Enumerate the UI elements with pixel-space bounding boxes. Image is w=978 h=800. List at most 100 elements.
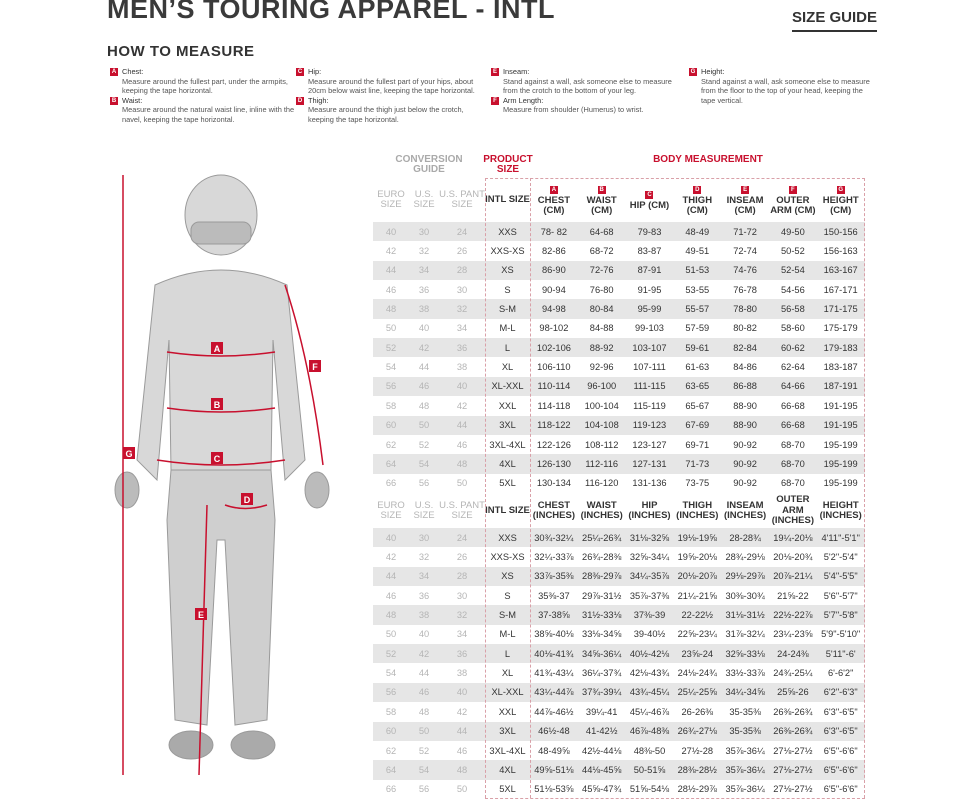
cell-cm: 104-108 [584,420,619,431]
cell-inches: 25¼-25⅝ [677,687,717,698]
cell-cm: 88-90 [733,400,757,411]
cell-intl-size: XL [501,362,514,373]
cell-inches: 41¾-43¼ [534,668,574,679]
cell-cm: 112-116 [585,458,619,469]
marker-e [195,608,207,620]
cell-inches: 41-42½ [585,726,618,737]
cell-inches: 24¾-25¼ [773,668,813,679]
letter-badge: B [597,185,606,194]
header-label: WAIST (CM) [586,194,617,216]
measure-name: Waist: [122,95,143,105]
header-in-6: HEIGHT (INCHES) [817,500,865,522]
cell-cm: 83-87 [637,246,662,257]
cell-cm: 99-103 [635,323,664,334]
table-row: 52 42 36 L 102-106 88-92 103-107 59-61 82-84 60-6… [373,338,865,358]
svg-text:F: F [312,362,318,372]
product-size-heading: PRODUCT SIZE [483,154,533,175]
badge-a: A [110,68,118,76]
cell-intl-size: 5XL [499,478,516,489]
cell-us_pant: 32 [456,304,468,315]
header-label: CHEST (INCHES) [532,499,576,521]
cell-cm: 115-119 [633,400,666,411]
divider [485,178,486,798]
measure-name: Height: [701,67,725,76]
measure-name: Arm Length: [503,95,544,105]
cell-inches: 19¼-20⅛ [773,532,813,543]
header-cm-3: D THIGH (CM) [673,184,721,217]
cell-us: 36 [418,590,430,601]
cell-inches: 27⅛-27½ [773,745,813,756]
cell-cm: 102-106 [536,342,571,353]
table-row: 54 44 38 XL 106-110 92-96 107-111 61-63 84-86 62-… [373,357,865,376]
cell-cm: 78- 82 [540,226,568,237]
cell-cm: 110-114 [537,381,571,392]
marker-d [241,493,253,505]
table-row: 60 50 44 3XL 46½-48 41-42½ 46⅞-48⅜ 26¾-27⅛ 35-35… [373,721,865,741]
cell-us: 30 [418,226,430,237]
cell-intl-size: 3XL-4XL [489,439,526,450]
measure-text: Measure around the thigh just below the … [308,105,464,124]
cell-us: 52 [418,745,430,756]
cell-us: 50 [418,420,430,431]
cell-cm: 95-99 [637,304,662,315]
cell-intl-size: 5XL [499,784,516,795]
table-row: 64 54 48 4XL 126-130 112-116 127-131 71-73 90-92… [373,454,865,474]
cell-euro: 44 [385,265,397,276]
cell-us_pant: 42 [456,400,468,411]
cell-euro: 52 [385,342,397,353]
cell-cm: 58-60 [780,323,805,334]
cell-inches: 45¼-46⅞ [629,706,670,717]
cell-cm: 80-82 [733,323,757,334]
measure-hip: C Hip: Measure around the fullest part of … [296,67,481,96]
divider [530,178,531,798]
cell-cm: 175-179 [823,323,858,334]
cell-us_pant: 38 [456,362,468,373]
cell-cm: 79-83 [637,226,662,237]
svg-text:B: B [214,400,221,410]
measure-waist: B Waist: Measure around the natural waist … [110,96,300,125]
cell-cm: 82-84 [733,342,757,353]
cell-inches: 35-35⅜ [729,726,761,737]
badge-f: F [491,96,499,105]
cell-cm: 187-191 [823,381,858,392]
cell-inches: 37-38⅝ [538,610,570,621]
cell-inches: 32⅝-33⅛ [725,648,765,659]
cell-cm: 163-167 [823,265,858,276]
cell-us: 48 [418,706,430,717]
cell-euro: 58 [385,400,397,411]
cell-cm: 191-195 [823,420,858,431]
cell-us_pant: 26 [456,552,468,563]
cell-inches: 28⅜-29⅞ [582,571,622,582]
cell-us_pant: 36 [456,342,468,353]
cell-cm: 103-107 [632,342,667,353]
cell-intl-size: XS [501,571,514,582]
cell-cm: 87-91 [637,265,662,276]
cell-inches: 39¼-41 [585,706,618,717]
cell-inches: 6'2"-6'3" [823,687,858,698]
page-title: MEN’S TOURING APPAREL - INTL [107,0,556,24]
cell-inches: 21⅝-22 [777,590,809,601]
cell-intl-size: 3XL-4XL [489,745,526,756]
cell-inches: 40⅛-41¾ [534,648,574,659]
cell-inches: 34¼-34⅝ [725,687,765,698]
measure-text: Measure around the fullest part, under t… [122,76,288,96]
cell-us_pant: 48 [456,458,468,469]
table-row: 42 32 26 XXS-XS 82-86 68-72 83-87 49-51 72-74 50-… [373,241,865,260]
cell-cm: 123-127 [632,439,667,450]
cell-cm: 114-118 [537,400,571,411]
cell-euro: 46 [385,590,397,601]
cell-us_pant: 46 [456,439,468,450]
cell-inches: 35⅞-37⅜ [629,590,670,601]
header-label: INSEAM (INCHES) [723,499,767,521]
cell-cm: 64-68 [589,226,614,237]
cell-cm: 106-110 [537,362,571,373]
cell-cm: 90-92 [733,458,757,469]
cell-euro: 48 [385,304,397,315]
cell-cm: 94-98 [542,304,566,315]
cell-us: 54 [418,764,430,775]
cell-us: 44 [418,668,430,679]
cell-us_pant: 28 [456,265,468,276]
cell-cm: 88-90 [733,420,757,431]
cell-intl-size: XXS [498,226,517,237]
cell-inches: 36¼-37¾ [582,668,622,679]
